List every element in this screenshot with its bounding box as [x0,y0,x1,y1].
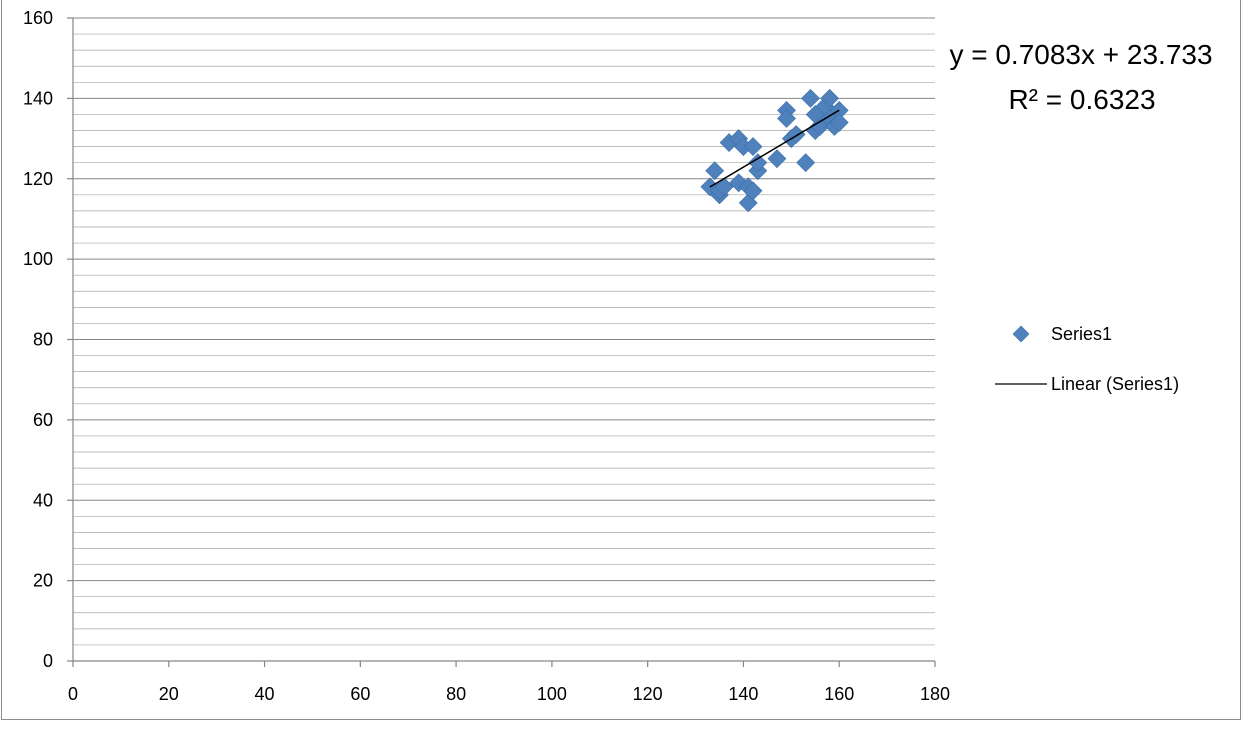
data-point [796,153,816,173]
x-tick-label: 0 [68,684,78,704]
x-tick-label: 120 [633,684,663,704]
trendline-line [709,109,840,188]
y-tick-label: 20 [33,571,53,591]
y-tick-label: 40 [33,490,53,510]
y-axis-tick-labels: 0 20 40 60 80 100 120 140 160 [23,8,53,671]
trendline-r-squared: R² = 0.6323 [1008,84,1155,115]
minor-gridlines [73,33,935,646]
y-tick-label: 140 [23,88,53,108]
legend-diamond-marker [1012,325,1030,343]
y-tick-label: 100 [23,249,53,269]
y-tick-label: 60 [33,410,53,430]
y-tick-label: 80 [33,330,53,350]
data-point [729,173,749,193]
x-tick-label: 80 [446,684,466,704]
trendline [709,109,840,188]
y-tick-label: 160 [23,8,53,28]
data-point [777,109,796,128]
data-point [748,153,768,173]
legend-linear-label: Linear (Series1) [1051,374,1179,394]
x-tick-label: 40 [255,684,275,704]
legend: Series1 Linear (Series1) [995,324,1179,394]
trendline-equation: y = 0.7083x + 23.733 [949,39,1212,70]
y-tick-label: 0 [43,651,53,671]
y-tick-label: 120 [23,169,53,189]
data-point [829,113,849,132]
x-tick-label: 100 [537,684,567,704]
series1-points [700,88,849,213]
x-tick-label: 140 [728,684,758,704]
major-gridlines [73,17,935,582]
data-point [743,137,763,157]
x-tick-label: 60 [350,684,370,704]
chart-frame [1,0,1241,720]
data-point [767,149,787,169]
data-point [743,181,763,201]
x-tick-label: 160 [824,684,854,704]
x-axis-tick-labels: 0 20 40 60 80 100 120 140 160 180 [68,684,950,704]
data-point [820,88,840,108]
data-point [705,161,725,181]
x-tick-label: 180 [920,684,950,704]
legend-series1-label: Series1 [1051,324,1112,344]
data-point [801,88,820,108]
axes [67,17,936,667]
x-tick-label: 20 [159,684,179,704]
